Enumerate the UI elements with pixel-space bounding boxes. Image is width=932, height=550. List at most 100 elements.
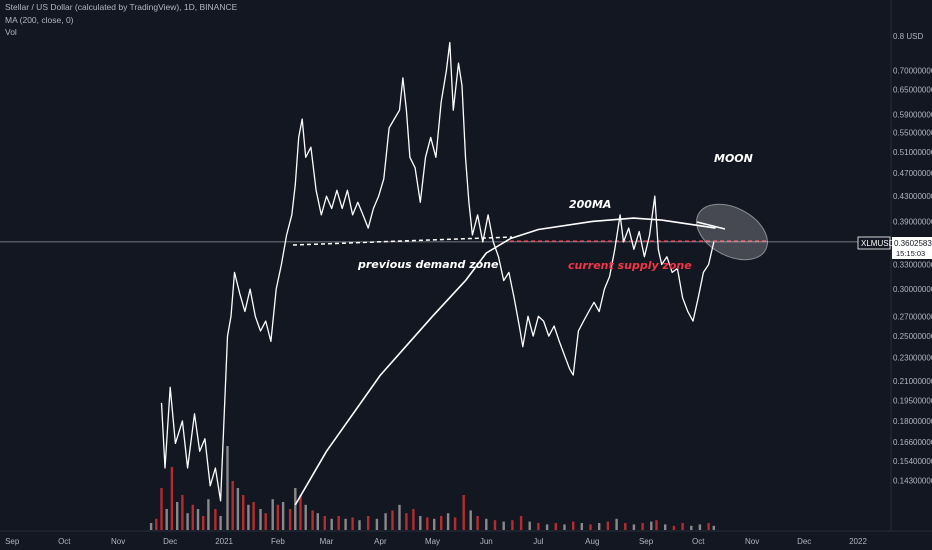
time-tick-label: Mar (320, 537, 334, 546)
ma-label: 200MA (569, 198, 611, 211)
volume-bar (330, 518, 333, 530)
time-tick-label: May (425, 537, 440, 546)
volume-bar (493, 520, 497, 530)
volume-bar (624, 523, 627, 530)
volume-bar (589, 524, 592, 530)
time-axis: Sep Oct Nov Dec 2021 Feb Mar Apr May Jun Jul Aug Sep… (5, 537, 867, 546)
volume-bar (384, 513, 387, 530)
volume-bar (690, 525, 693, 530)
moon-ellipse (696, 203, 768, 261)
price-axis: 0.8 USD 0.70000000 0.65000000 0.59000000 0.5… (893, 32, 932, 485)
chart-title: Stellar / US Dollar (calculated by Tradi… (5, 2, 238, 12)
volume-bar (176, 502, 179, 530)
price-tag (892, 237, 932, 259)
volume-bar (271, 499, 274, 530)
volume-bar (485, 518, 488, 530)
volume-bar (311, 510, 314, 530)
volume-bar (398, 504, 401, 530)
volume-bar (672, 525, 676, 530)
volume-bar (160, 488, 163, 530)
volume-bar (155, 518, 158, 530)
time-tick-label: 2021 (215, 537, 233, 546)
ma-series-line (294, 217, 716, 506)
ma-200-line (294, 217, 716, 506)
countdown-label: 15:15:03 (896, 249, 925, 258)
price-tick-label: 0.65000000 (893, 86, 932, 95)
volume-bar (698, 524, 702, 530)
price-tick-label: 0.27000000 (893, 312, 932, 321)
volume-bar (598, 523, 601, 530)
price-tick-label: 0.55000000 (893, 129, 932, 138)
demand-zone-label: previous demand zone (357, 258, 499, 271)
volume-indicator-label[interactable]: Vol (5, 27, 17, 37)
time-tick-label: Jul (533, 537, 543, 546)
time-tick-label: Oct (58, 537, 71, 546)
volume-bar (707, 523, 710, 530)
volume-bar (440, 516, 443, 530)
volume-bar (554, 523, 557, 530)
volume-bar (252, 502, 255, 530)
price-series-line (160, 41, 715, 502)
volume-bar (181, 495, 184, 530)
last-price-label: 0.36025833 (894, 239, 932, 248)
ma-indicator-label[interactable]: MA (200, close, 0) (5, 15, 74, 25)
time-tick-label: Nov (745, 537, 759, 546)
volume-bar (606, 521, 610, 530)
volume-bar (226, 446, 229, 530)
time-tick-label: Sep (639, 537, 654, 546)
price-tick-label: 0.47000000 (893, 169, 932, 178)
time-tick-label: Oct (692, 537, 705, 546)
volume-bar (632, 524, 636, 530)
volume-bar (545, 524, 549, 530)
time-tick-label: 2022 (849, 537, 867, 546)
volume-bar (202, 516, 205, 530)
volume-bar (351, 517, 354, 530)
volume-bar (502, 521, 505, 530)
volume-bar (528, 521, 531, 530)
price-line (160, 41, 715, 502)
volume-bar (294, 488, 297, 530)
volume-bar (264, 513, 267, 530)
last-price-badge[interactable]: XLMUSD 0.36025833 15:15:03 (857, 236, 932, 259)
volume-bar (476, 516, 479, 530)
volume-bars (149, 446, 715, 530)
volume-bar (426, 517, 429, 530)
price-tick-label: 0.18000000 (893, 417, 932, 426)
symbol-tag (857, 236, 891, 250)
price-tick-label: 0.30000000 (893, 285, 932, 294)
volume-bar (563, 524, 566, 530)
price-tick-label: 0.70000000 (893, 67, 932, 76)
volume-bar (214, 509, 217, 530)
price-tick-label: 0.59000000 (893, 111, 932, 120)
time-tick-label: Feb (271, 537, 285, 546)
volume-bar (149, 523, 153, 530)
volume-bar (537, 523, 540, 530)
price-tick-label: 0.23000000 (893, 354, 932, 363)
volume-bar (462, 495, 465, 530)
time-tick-label: Aug (585, 537, 599, 546)
volume-bar (419, 516, 422, 530)
volume-bar (236, 488, 240, 530)
moon-label: MOON (714, 152, 753, 165)
time-tick-label: Jun (480, 537, 493, 546)
volume-bar (259, 509, 262, 530)
volume-bar (375, 518, 379, 530)
volume-bar (405, 513, 408, 530)
zone-lines (292, 236, 767, 246)
volume-bar (231, 481, 234, 530)
volume-bar (242, 495, 245, 530)
volume-bar (469, 510, 472, 530)
price-tick-label: 0.8 USD (893, 32, 923, 41)
volume-bar (511, 520, 514, 530)
volume-bar (344, 518, 347, 530)
volume-bar (664, 524, 667, 530)
volume-bar (519, 516, 523, 530)
time-tick-label: Dec (797, 537, 811, 546)
volume-bar (367, 516, 370, 530)
price-tick-label: 0.33000000 (893, 261, 932, 270)
price-tick-label: 0.16600000 (893, 438, 932, 447)
moon-arrow (696, 221, 726, 230)
volume-bar (323, 516, 326, 530)
demand-zone-line (292, 236, 513, 246)
